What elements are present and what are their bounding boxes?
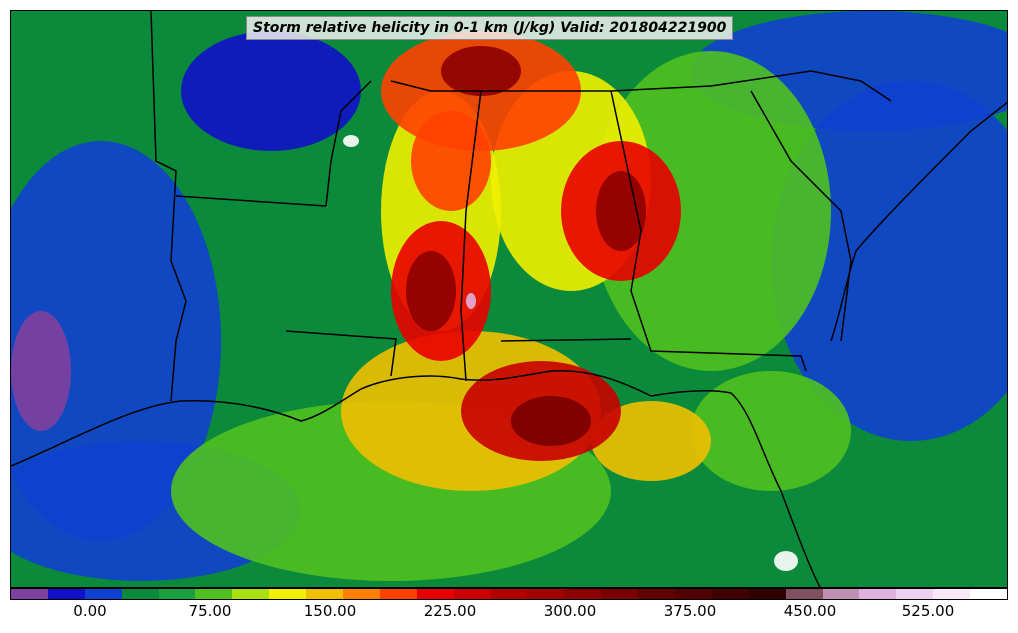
helicity-contour [466,293,476,309]
colorbar-swatch [306,589,344,599]
helicity-contour [343,135,359,147]
colorbar-swatch [675,589,712,599]
colorbar-swatch [601,589,639,599]
colorbar-swatch [416,589,454,599]
map-title: Storm relative helicity in 0-1 km (J/kg)… [246,16,734,40]
colorbar-swatch [933,589,971,599]
colorbar-tick-label: 525.00 [901,602,955,620]
colorbar-tick-label: 375.00 [663,602,717,620]
colorbar-swatch [748,589,786,599]
helicity-field [11,11,1007,581]
colorbar-swatch [896,589,934,599]
helicity-contour [691,371,851,491]
border-7 [500,338,632,342]
helicity-contour [596,171,646,251]
colorbar-swatch [453,589,491,599]
helicity-contour [591,51,831,371]
map-frame [10,10,1008,588]
colorbar-swatch [711,589,749,599]
border-6 [610,90,807,372]
colorbar-swatch [859,589,897,599]
colorbar-swatch [158,589,196,599]
helicity-contour [181,31,361,151]
helicity-contour [771,81,1007,441]
helicity-contour [511,396,591,446]
colorbar-swatch [379,589,417,599]
state-borders [11,11,1007,587]
helicity-contour [406,251,456,331]
border-1 [150,11,187,402]
colorbar-swatch [269,589,307,599]
colorbar-swatch [564,589,602,599]
colorbar-tick-label: 450.00 [783,602,837,620]
colorbar-swatch [47,589,85,599]
colorbar-swatch [970,589,1008,599]
colorbar-swatch [343,589,380,599]
border-3 [390,70,892,102]
atlantic-coast [830,101,1007,342]
coastline [11,370,821,587]
colorbar-tick-label: 75.00 [188,602,232,620]
colorbar-swatch [84,589,122,599]
colorbar-ticks: 0.00 75.00 150.00 225.00 300.00 375.00 450.00 5… [10,600,1008,630]
border-9 [325,80,372,207]
colorbar-swatch [490,589,528,599]
helicity-contour [774,551,798,571]
helicity-map [11,11,1007,587]
colorbar-tick-label: 300.00 [543,602,597,620]
colorbar-swatch [232,589,270,599]
colorbar-tick-label: 150.00 [303,602,357,620]
colorbar-swatch [638,589,676,599]
helicity-contour [591,401,711,481]
border-8 [750,90,852,342]
border-4 [285,330,397,377]
colorbar-swatch [822,589,860,599]
colorbar-swatch [527,589,565,599]
helicity-contour [11,311,71,431]
border-2 [175,195,327,207]
colorbar-swatch [121,589,159,599]
helicity-contour [11,141,221,541]
helicity-contour [441,46,521,96]
helicity-contour [411,111,491,211]
colorbar-swatch [195,589,233,599]
colorbar-tick-label: 225.00 [423,602,477,620]
colorbar-tick-label: 0.00 [73,602,107,620]
colorbar-swatch [11,589,48,599]
border-5 [460,90,482,382]
colorbar-swatch [785,589,823,599]
colorbar [10,588,1008,600]
